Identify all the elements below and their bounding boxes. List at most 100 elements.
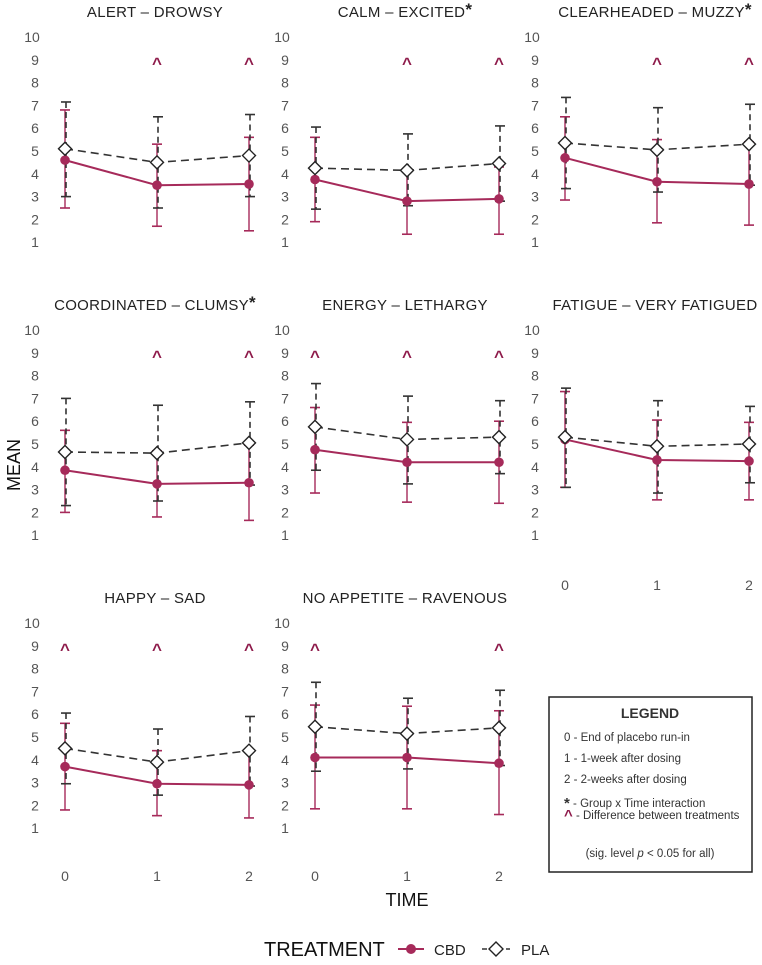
- y-tick-label: 8: [281, 661, 289, 677]
- legend-sig-p: p: [636, 848, 644, 860]
- legend-frame: [548, 696, 753, 873]
- y-tick-label: 9: [281, 52, 289, 68]
- treatment-legend: TREATMENT CBD PLA: [264, 939, 549, 961]
- y-tick-label: 10: [524, 29, 540, 45]
- pla-point: [241, 743, 257, 759]
- y-tick-label: 1: [531, 234, 539, 250]
- y-tick-label: 6: [281, 120, 289, 136]
- y-tick-label: 3: [281, 775, 289, 791]
- treatment-legend-title: TREATMENT: [264, 939, 385, 961]
- y-tick-label: 6: [31, 413, 39, 429]
- pla-point: [307, 160, 323, 176]
- y-tick-label: 6: [531, 120, 539, 136]
- y-tick-label: 9: [31, 638, 39, 654]
- interaction-star: *: [745, 0, 752, 19]
- panel-title: CALM – EXCITED*: [338, 0, 473, 21]
- y-tick-label: 2: [31, 797, 39, 813]
- legend-star-text: - Group x Time interaction: [570, 798, 706, 810]
- cbd-point: [494, 758, 504, 769]
- legend-line-star: * - Group x Time interaction: [564, 795, 705, 812]
- y-tick-label: 7: [31, 683, 39, 699]
- legend-caret-text: - Difference between treatments: [573, 810, 740, 822]
- y-tick-label: 4: [31, 166, 39, 182]
- panel-3: CLEARHEADED – MUZZY* 1 2 3 4 5 6 7 8 9 10 ^ ^: [524, 0, 757, 250]
- panel-title: CLEARHEADED – MUZZY*: [558, 0, 752, 21]
- cbd-point: [402, 196, 412, 206]
- y-tick-label: 7: [31, 97, 39, 113]
- y-tick-label: 4: [281, 459, 289, 475]
- difference-caret: ^: [152, 54, 162, 73]
- y-tick-label: 5: [531, 436, 539, 452]
- pla-point: [149, 754, 165, 770]
- y-axis-title: MEAN: [4, 439, 24, 491]
- legend-star-mark: *: [564, 795, 570, 812]
- x-tick-label: 1: [403, 868, 411, 884]
- y-tick-label: 7: [281, 97, 289, 113]
- cbd-legend-label: CBD: [434, 942, 466, 959]
- legend-line-1: 1 - 1-week after dosing: [564, 753, 681, 765]
- difference-caret: ^: [494, 54, 504, 73]
- y-tick-label: 10: [24, 322, 40, 338]
- y-tick-label: 10: [524, 322, 540, 338]
- cbd-point: [152, 479, 162, 489]
- panel-2: CALM – EXCITED* 1 2 3 4 5 6 7 8 9 10 ^ ^: [274, 0, 507, 250]
- y-tick-label: 6: [531, 413, 539, 429]
- y-tick-label: 10: [274, 29, 290, 45]
- y-tick-label: 2: [531, 211, 539, 227]
- y-tick-label: 5: [31, 729, 39, 745]
- legend-line-caret: ^ - Difference between treatments: [564, 807, 740, 824]
- y-tick-label: 8: [31, 368, 39, 384]
- x-tick-label: 0: [561, 577, 569, 593]
- difference-caret: ^: [244, 54, 254, 73]
- x-tick-label: 0: [61, 868, 69, 884]
- panel-title: HAPPY – SAD: [104, 590, 205, 607]
- y-tick-label: 7: [281, 683, 289, 699]
- pla-point: [491, 156, 507, 172]
- pla-legend-marker: [488, 941, 504, 957]
- y-tick-label: 4: [31, 752, 39, 768]
- y-tick-label: 8: [531, 75, 539, 91]
- difference-caret: ^: [402, 347, 412, 366]
- y-tick-label: 2: [281, 797, 289, 813]
- pla-point: [741, 436, 757, 452]
- y-tick-label: 9: [31, 345, 39, 361]
- y-tick-label: 8: [31, 661, 39, 677]
- pla-point: [149, 154, 165, 170]
- panel-8: NO APPETITE – RAVENOUS 1 2 3 4 5 6 7 8 9 10 ^ ^: [274, 590, 507, 836]
- x-tick-label: 2: [245, 868, 253, 884]
- cbd-point: [494, 194, 504, 204]
- pla-point: [57, 740, 73, 756]
- pla-point: [241, 435, 257, 451]
- pla-point: [649, 142, 665, 158]
- pla-point: [491, 429, 507, 445]
- interaction-star: *: [465, 0, 472, 19]
- y-tick-label: 10: [24, 615, 40, 631]
- y-tick-label: 1: [31, 234, 39, 250]
- y-tick-label: 10: [274, 322, 290, 338]
- cbd-point: [244, 780, 254, 790]
- pla-point: [307, 719, 323, 735]
- y-tick-label: 2: [281, 504, 289, 520]
- difference-caret: ^: [652, 54, 662, 73]
- y-tick-label: 3: [31, 775, 39, 791]
- pla-point: [557, 429, 573, 445]
- x-tick-label: 0: [311, 868, 319, 884]
- difference-caret: ^: [494, 347, 504, 366]
- cbd-point: [744, 179, 754, 189]
- y-tick-label: 7: [281, 390, 289, 406]
- y-tick-label: 5: [281, 436, 289, 452]
- cbd-point: [244, 179, 254, 189]
- cbd-point: [744, 456, 754, 466]
- cbd-point: [560, 153, 570, 163]
- legend-line-2: 2 - 2-weeks after dosing: [564, 774, 687, 786]
- pla-point: [57, 444, 73, 460]
- y-tick-label: 5: [31, 143, 39, 159]
- y-tick-label: 8: [531, 368, 539, 384]
- legend-title: LEGEND: [621, 705, 679, 721]
- pla-point: [741, 136, 757, 152]
- cbd-point: [60, 155, 70, 165]
- panel-title: NO APPETITE – RAVENOUS: [303, 590, 508, 607]
- y-tick-label: 6: [281, 706, 289, 722]
- cbd-point: [60, 465, 70, 476]
